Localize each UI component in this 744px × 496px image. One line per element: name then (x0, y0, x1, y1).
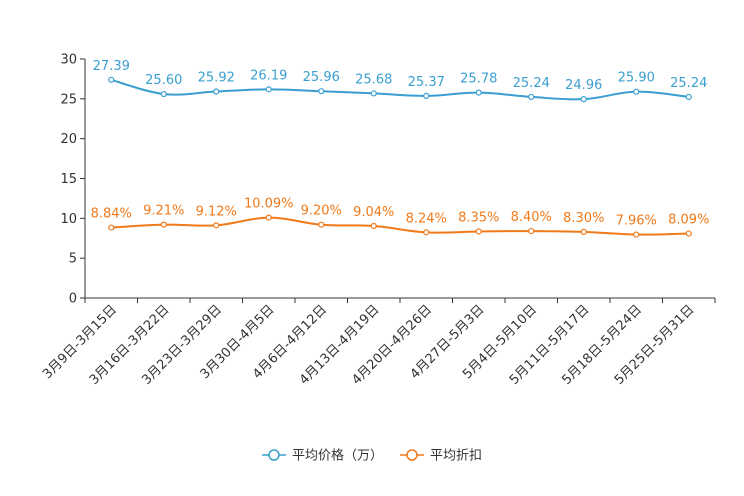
data-point[interactable] (160, 90, 167, 98)
data-point[interactable] (213, 88, 220, 95)
data-point[interactable] (318, 221, 325, 228)
data-label: 25.78 (460, 72, 497, 87)
data-point[interactable] (318, 88, 325, 95)
series-layer: 27.39 25.60 25.92 26.19 25.96 25.68 25.37 25.78… (91, 59, 709, 238)
data-point[interactable] (528, 227, 535, 235)
data-label: 8.40% (511, 210, 552, 225)
series-2: 8.84% 9.21% 9.12% 10.09% 9.20% 9.04% 8.24% 8.35… (91, 197, 709, 238)
data-point[interactable] (423, 92, 430, 99)
data-point[interactable] (528, 93, 535, 101)
data-point[interactable] (213, 222, 220, 229)
data-label: 24.96 (565, 78, 602, 93)
data-label: 25.68 (355, 72, 392, 87)
data-label: 9.20% (301, 204, 342, 219)
data-point[interactable] (580, 96, 587, 103)
series-line (111, 216, 689, 236)
legend-marker-icon (268, 449, 280, 461)
legend[interactable]: 平均价格（万） 平均折扣 (262, 448, 482, 464)
data-label: 25.92 (198, 71, 235, 86)
axes: 0510152025303月9日-3月15日3月16日-3月22日3月23日-3… (40, 53, 716, 388)
y-tick-label: 10 (60, 212, 77, 227)
data-point[interactable] (685, 93, 692, 101)
data-label: 27.39 (93, 59, 130, 74)
data-label: 8.84% (91, 207, 132, 222)
y-tick-label: 0 (69, 292, 77, 307)
data-label: 10.09% (244, 197, 294, 212)
data-label: 8.09% (668, 213, 709, 228)
data-label: 25.90 (618, 71, 655, 86)
data-label: 26.19 (250, 68, 287, 83)
data-label: 9.12% (196, 204, 237, 219)
data-label: 25.60 (145, 73, 182, 88)
y-tick-label: 25 (60, 92, 77, 107)
data-point[interactable] (633, 88, 640, 95)
data-point[interactable] (633, 231, 640, 238)
data-label: 8.24% (406, 211, 447, 226)
data-label: 9.04% (353, 205, 394, 220)
data-point[interactable] (108, 224, 115, 231)
data-label: 25.96 (303, 70, 340, 85)
series-1: 27.39 25.60 25.92 26.19 25.96 25.68 25.37 25.78… (93, 59, 707, 103)
data-label: 8.35% (458, 210, 499, 225)
data-label: 8.30% (563, 211, 604, 226)
series-line (110, 78, 689, 101)
legend-label: 平均折扣 (430, 449, 482, 464)
data-point[interactable] (580, 228, 587, 235)
data-point[interactable] (108, 76, 115, 83)
data-label: 25.24 (513, 76, 550, 91)
y-tick-label: 15 (60, 172, 77, 187)
data-label: 7.96% (616, 214, 657, 229)
y-tick-label: 30 (60, 53, 77, 68)
data-point[interactable] (475, 228, 482, 235)
data-point[interactable] (160, 221, 167, 228)
data-point[interactable] (370, 222, 377, 230)
data-label: 25.24 (670, 76, 707, 91)
data-point[interactable] (685, 230, 692, 237)
legend-marker-icon (406, 449, 418, 461)
data-point[interactable] (423, 229, 430, 236)
data-point[interactable] (265, 214, 272, 221)
y-tick-label: 5 (69, 252, 77, 267)
legend-item-2[interactable]: 平均折扣 (400, 449, 482, 464)
legend-item-1[interactable]: 平均价格（万） (262, 448, 383, 464)
data-point[interactable] (265, 86, 272, 93)
y-tick-label: 20 (60, 132, 77, 147)
data-label: 9.21% (143, 204, 184, 219)
data-label: 25.37 (408, 75, 445, 90)
data-point[interactable] (370, 90, 377, 97)
data-point[interactable] (475, 89, 482, 96)
legend-label: 平均价格（万） (292, 448, 383, 464)
